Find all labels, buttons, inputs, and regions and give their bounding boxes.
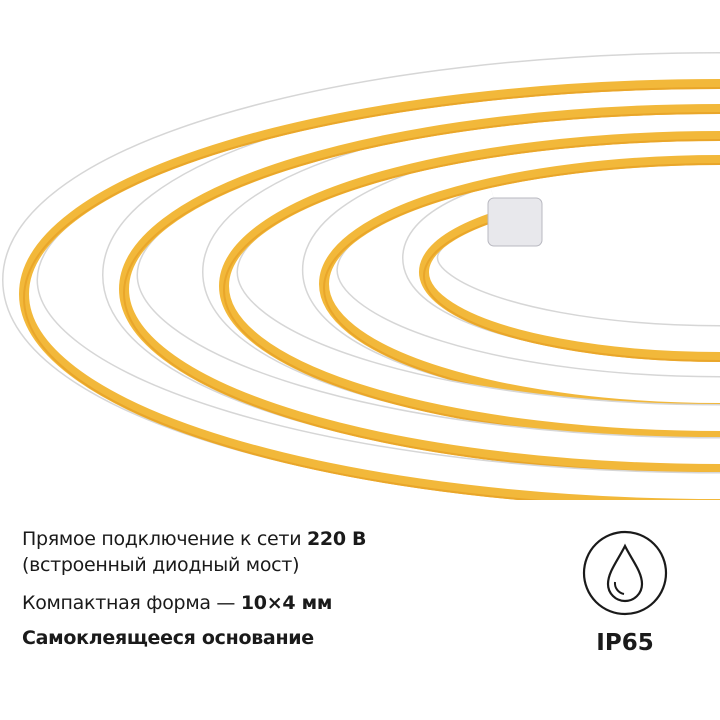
strip-ring [3,53,720,500]
feature-highlight: 10×4 мм [240,592,333,614]
strip-ring [419,211,720,362]
strip-ring [303,129,720,411]
feature-highlight: 220 В [306,528,367,550]
led-strip-image [2,52,720,500]
strip-ring [423,218,720,362]
feature-bridge: (встроенный диодный мост) [22,554,300,576]
strip-end-cap [487,197,543,247]
strip-ring [403,186,720,360]
feature-text: Компактная форма — [22,592,241,614]
feature-power: Прямое подключение к сети 220 В [22,528,367,550]
water-drop-icon [582,530,668,616]
ip-rating-label: IP65 [596,630,654,656]
feature-text: Прямое подключение к сети [22,528,307,550]
strip-ring [103,78,720,472]
feature-size: Компактная форма — 10×4 мм [22,592,332,614]
strip-ring [23,87,720,500]
strip-ring [123,112,720,474]
strip-ring [203,105,720,439]
strip-ring [223,139,720,441]
feature-adhesive: Самоклеящееся основание [22,627,314,649]
